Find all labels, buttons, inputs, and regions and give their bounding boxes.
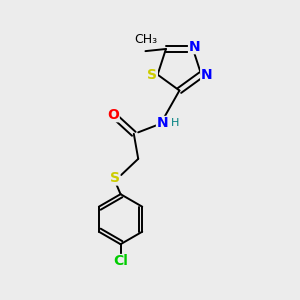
Text: H: H (171, 118, 179, 128)
Text: Cl: Cl (113, 254, 128, 268)
Text: S: S (110, 171, 120, 185)
Text: N: N (189, 40, 200, 54)
Text: O: O (107, 108, 119, 122)
Text: N: N (201, 68, 212, 82)
Text: N: N (157, 116, 168, 130)
Text: S: S (147, 68, 157, 82)
Text: CH₃: CH₃ (134, 33, 157, 46)
